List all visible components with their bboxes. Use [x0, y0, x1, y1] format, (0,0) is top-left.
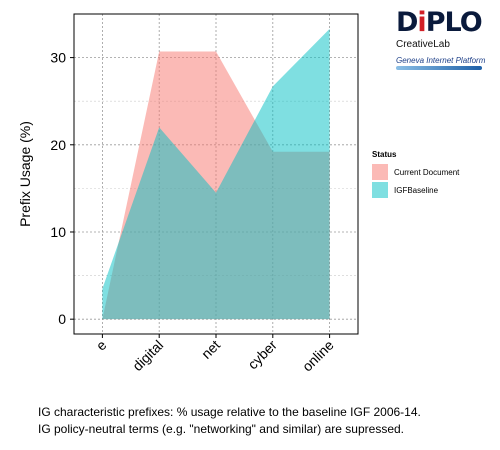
caption-line-2: IG policy-neutral terms (e.g. "networkin…	[38, 422, 404, 436]
y-tick-label: 0	[58, 311, 66, 327]
x-tick-label: e	[93, 337, 110, 354]
area-series-igfbaseline	[102, 28, 330, 320]
x-axis: e digital net cyber online	[93, 334, 337, 375]
legend-label: Current Document	[394, 167, 460, 177]
chart-caption: IG characteristic prefixes: % usage rela…	[38, 404, 421, 438]
legend-key-current-document	[372, 164, 388, 180]
legend-item-igfbaseline: IGFBaseline	[372, 181, 459, 199]
legend-key-igfbaseline	[372, 182, 388, 198]
y-tick-label: 30	[50, 50, 66, 66]
legend-item-current-document: Current Document	[372, 163, 459, 181]
legend: Status Current Document IGFBaseline	[372, 150, 459, 199]
y-tick-label: 10	[50, 224, 66, 240]
y-axis-label: Prefix Usage (%)	[17, 121, 33, 227]
logo-subtitle: CreativeLab	[396, 39, 450, 50]
legend-label: IGFBaseline	[394, 185, 439, 195]
y-axis: 0 10 20 30	[50, 50, 74, 327]
x-tick-label: cyber	[244, 337, 280, 373]
diplo-wordmark: DiPLO	[396, 7, 483, 38]
y-tick-label: 20	[50, 137, 66, 153]
legend-title: Status	[372, 150, 397, 159]
x-tick-label: digital	[129, 337, 166, 374]
chart-areas	[102, 28, 330, 320]
partner-swoosh	[396, 66, 482, 70]
x-tick-label: online	[299, 337, 337, 375]
partner-name: Geneva Internet Platform	[396, 56, 486, 65]
caption-line-1: IG characteristic prefixes: % usage rela…	[38, 405, 421, 419]
x-tick-label: net	[198, 337, 223, 362]
diplo-logo: DiPLO CreativeLab Geneva Internet Platfo…	[396, 8, 496, 84]
